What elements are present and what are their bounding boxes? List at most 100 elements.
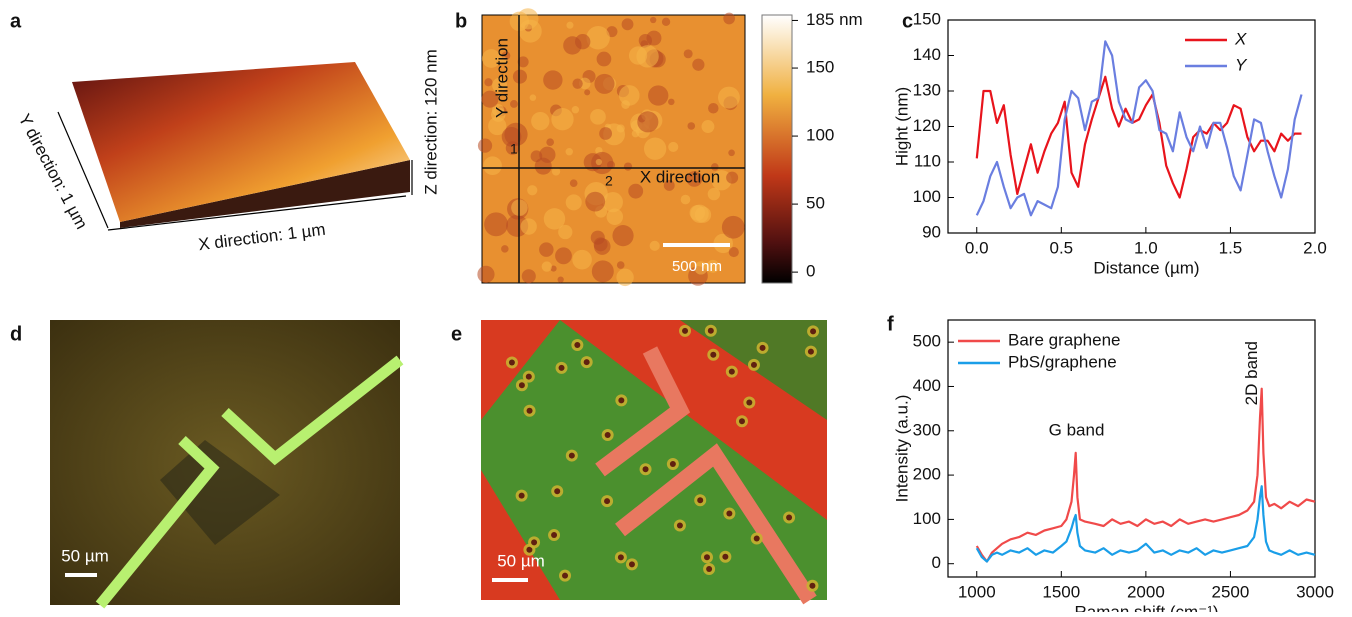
dot bbox=[643, 466, 649, 472]
colorbar-label: 50 bbox=[806, 194, 825, 213]
colorbar-label: 100 bbox=[806, 126, 834, 145]
texture bbox=[566, 194, 582, 210]
texture bbox=[612, 225, 633, 246]
panel-label: b bbox=[455, 10, 467, 32]
x-axis-title: Distance (µm) bbox=[1093, 258, 1199, 277]
x-tick-label: 3000 bbox=[1296, 582, 1334, 601]
texture bbox=[591, 152, 613, 174]
dot bbox=[704, 554, 710, 560]
axis-label: Z direction: 120 nm bbox=[421, 49, 440, 195]
texture bbox=[542, 261, 552, 271]
scale-bar bbox=[663, 243, 730, 247]
texture bbox=[648, 85, 668, 105]
texture bbox=[483, 156, 502, 175]
x-tick-label: 2.0 bbox=[1303, 238, 1327, 257]
texture bbox=[572, 106, 579, 113]
y-tick-label: 110 bbox=[914, 151, 941, 170]
y-tick-label: 500 bbox=[913, 332, 941, 351]
texture bbox=[570, 179, 578, 187]
texture bbox=[599, 127, 612, 140]
scale-label: 500 nm bbox=[672, 258, 722, 275]
dot bbox=[708, 328, 714, 334]
texture bbox=[708, 188, 720, 200]
dot bbox=[682, 328, 688, 334]
texture bbox=[701, 120, 714, 133]
y-tick-label: 300 bbox=[913, 420, 941, 439]
marker-label: 2 bbox=[605, 173, 613, 189]
dot bbox=[677, 522, 683, 528]
dot bbox=[554, 488, 560, 494]
texture bbox=[624, 162, 632, 170]
data-line bbox=[977, 486, 1315, 561]
texture bbox=[650, 241, 660, 251]
x-tick-label: 0.0 bbox=[965, 238, 989, 257]
texture bbox=[644, 138, 666, 160]
colorbar bbox=[762, 15, 792, 283]
y-tick-label: 150 bbox=[913, 9, 941, 28]
texture bbox=[513, 70, 527, 84]
texture bbox=[527, 185, 537, 195]
dot bbox=[509, 359, 515, 365]
dot bbox=[706, 566, 712, 572]
texture bbox=[539, 242, 553, 256]
texture bbox=[596, 159, 602, 165]
dot bbox=[569, 453, 575, 459]
texture bbox=[572, 78, 582, 88]
colorbar-label: 150 bbox=[806, 58, 834, 77]
texture bbox=[584, 89, 590, 95]
x-tick-label: 1500 bbox=[1042, 582, 1080, 601]
texture bbox=[687, 122, 695, 130]
dot bbox=[810, 328, 816, 334]
legend-label: Y bbox=[1235, 55, 1248, 74]
dot bbox=[629, 561, 635, 567]
dot bbox=[808, 349, 814, 355]
dot bbox=[710, 352, 716, 358]
panel-label: d bbox=[10, 323, 22, 345]
y-tick-label: 120 bbox=[913, 116, 941, 135]
texture bbox=[546, 138, 554, 146]
data-line bbox=[977, 77, 1302, 198]
texture bbox=[590, 109, 606, 125]
x-tick-label: 2000 bbox=[1127, 582, 1165, 601]
panel-label: a bbox=[10, 10, 22, 32]
texture bbox=[684, 49, 693, 58]
texture bbox=[622, 18, 634, 30]
texture bbox=[726, 172, 738, 184]
dot bbox=[722, 554, 728, 560]
dot bbox=[562, 573, 568, 579]
texture bbox=[558, 225, 572, 239]
texture bbox=[530, 94, 537, 101]
line-label: X direction bbox=[640, 167, 720, 186]
dot bbox=[551, 532, 557, 538]
dot bbox=[604, 498, 610, 504]
y-tick-label: 100 bbox=[913, 509, 941, 528]
dot bbox=[739, 418, 745, 424]
texture bbox=[566, 22, 573, 29]
texture bbox=[592, 260, 614, 282]
dot bbox=[527, 408, 533, 414]
plot-frame bbox=[948, 20, 1315, 233]
texture bbox=[690, 205, 708, 223]
y-axis-title: Hight (nm) bbox=[892, 87, 911, 166]
dot bbox=[584, 359, 590, 365]
dot bbox=[574, 342, 580, 348]
texture bbox=[478, 139, 492, 153]
axis-label: Y direction: 1 µm bbox=[15, 111, 92, 233]
texture bbox=[607, 208, 623, 224]
y-tick-label: 90 bbox=[922, 222, 941, 241]
axis-label: X direction: 1 µm bbox=[197, 220, 326, 254]
texture bbox=[531, 112, 549, 130]
panel-label: f bbox=[887, 313, 894, 335]
dot bbox=[531, 539, 537, 545]
texture bbox=[729, 247, 739, 257]
x-tick-label: 1000 bbox=[958, 582, 996, 601]
annotation: G band bbox=[1049, 420, 1105, 439]
texture bbox=[617, 261, 625, 269]
dot bbox=[605, 432, 611, 438]
texture bbox=[572, 250, 592, 270]
texture bbox=[619, 85, 640, 106]
texture bbox=[636, 45, 658, 67]
y-tick-label: 100 bbox=[913, 187, 941, 206]
texture bbox=[637, 111, 658, 132]
dot bbox=[559, 365, 565, 371]
